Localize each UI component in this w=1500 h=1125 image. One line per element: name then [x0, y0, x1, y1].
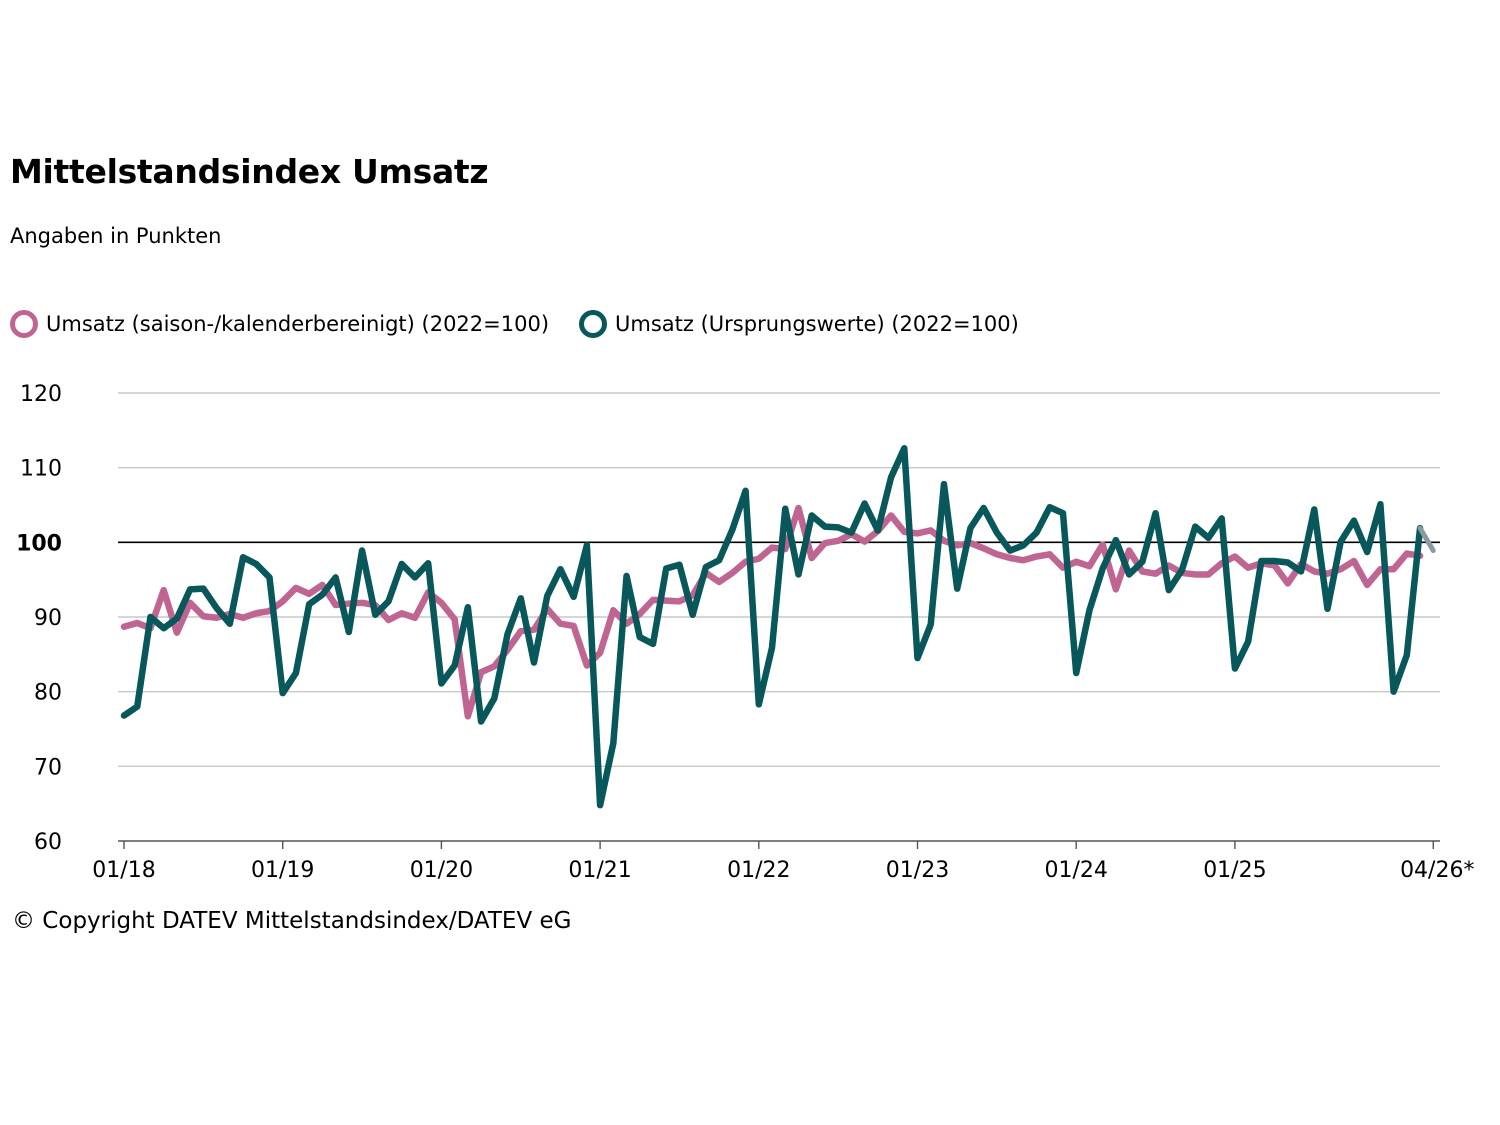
series-projection-original: [1417, 525, 1436, 554]
x-tick-label: 01/24: [1044, 858, 1107, 883]
legend: Umsatz (saison-/kalenderbereinigt) (2022…: [10, 310, 1049, 338]
x-tick-label: 04/26*: [1400, 858, 1474, 883]
y-tick-label: 100: [16, 531, 62, 556]
y-tick-label: 60: [34, 830, 62, 855]
x-tick-label: 01/22: [727, 858, 790, 883]
chart-subtitle: Angaben in Punkten: [10, 224, 222, 248]
x-tick-label: 01/23: [886, 858, 949, 883]
x-tick-label: 01/20: [410, 858, 473, 883]
y-tick-label: 120: [20, 382, 62, 407]
y-tick-label: 110: [20, 457, 62, 482]
legend-label-original: Umsatz (Ursprungswerte) (2022=100): [615, 312, 1019, 336]
legend-label-adjusted: Umsatz (saison-/kalenderbereinigt) (2022…: [46, 312, 550, 336]
legend-item-adjusted[interactable]: Umsatz (saison-/kalenderbereinigt) (2022…: [10, 310, 549, 338]
grid-layer: [118, 392, 1440, 768]
series-layer: [120, 445, 1436, 809]
legend-item-original[interactable]: Umsatz (Ursprungswerte) (2022=100): [579, 310, 1019, 338]
y-tick-label: 80: [34, 681, 62, 706]
copyright-note: © Copyright DATEV Mittelstandsindex/DATE…: [12, 908, 572, 934]
chart-title: Mittelstandsindex Umsatz: [10, 152, 489, 191]
legend-marker-original: [579, 310, 608, 338]
line-chart: 60 70 80 90 100 110 120 01/18 01/19 01/20 01/21 01/…: [16, 382, 1474, 883]
legend-marker-adjusted: [10, 310, 38, 338]
x-tick-label: 01/21: [568, 858, 631, 883]
x-tick-label: 01/25: [1203, 858, 1266, 883]
y-tick-label: 90: [34, 606, 62, 631]
x-tick-label: 01/19: [251, 858, 314, 883]
axis-layer: 60 70 80 90 100 110 120 01/18 01/19 01/20 01/21 01/…: [16, 382, 1474, 883]
x-tick-label: 01/18: [92, 858, 155, 883]
series-line-original: [120, 445, 1424, 809]
y-tick-label: 70: [34, 755, 62, 780]
